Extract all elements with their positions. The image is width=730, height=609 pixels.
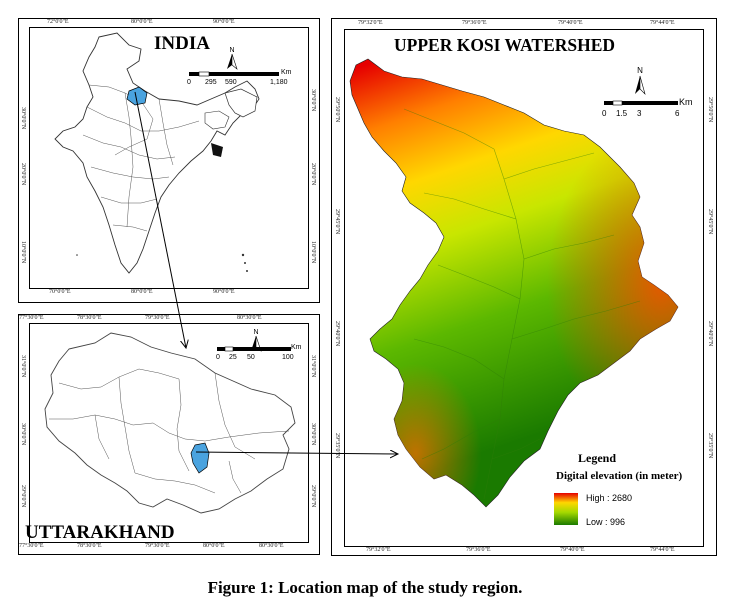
watershed-top-tick: 79°40'0"E xyxy=(558,20,583,26)
india-scale-label: 590 xyxy=(225,79,237,86)
uttarakhand-outline xyxy=(44,332,296,514)
uttarakhand-bottom-tick: 78°30'0"E xyxy=(77,543,102,549)
india-scale-label: 1,180 xyxy=(270,79,288,86)
watershed-north-arrow-icon: N xyxy=(635,66,646,96)
legend-title: Legend xyxy=(578,451,617,465)
watershed-bottom-tick: 79°32'0"E xyxy=(366,547,391,553)
uttarakhand-scale-unit: Km xyxy=(291,344,302,351)
india-map-frame xyxy=(29,27,309,289)
watershed-north-label: N xyxy=(637,66,643,75)
watershed-map-panel: UPPER KOSI WATERSHED 79°32'0"E 79°36'0"E… xyxy=(331,18,717,556)
india-north-label: N xyxy=(229,47,234,54)
watershed-bottom-tick: 79°44'0"E xyxy=(650,547,675,553)
uttarakhand-map-title: UTTARAKHAND xyxy=(25,522,175,543)
uttarakhand-bottom-tick: 80°30'0"E xyxy=(259,543,284,549)
uttarakhand-top-tick: 77°30'0"E xyxy=(19,315,44,321)
uttarakhand-map-frame xyxy=(29,323,309,543)
uttarakhand-bottom-tick: 79°30'0"E xyxy=(145,543,170,549)
uttarakhand-top-tick: 78°30'0"E xyxy=(77,315,102,321)
india-scale-label: 295 xyxy=(205,79,217,86)
watershed-bottom-tick: 79°40'0"E xyxy=(560,547,585,553)
watershed-top-tick: 79°32'0"E xyxy=(358,20,383,26)
uttarakhand-bottom-tick: 80°0'0"E xyxy=(203,543,225,549)
watershed-dem xyxy=(349,58,679,508)
uttarakhand-scale-label: 100 xyxy=(282,354,294,361)
uttarakhand-scale-bar xyxy=(217,346,291,352)
india-scale-unit: Km xyxy=(281,69,292,76)
watershed-scale-label: 0 xyxy=(602,109,607,118)
uttarakhand-scale-label: 50 xyxy=(247,354,255,361)
india-bottom-tick: 80°0'0"E xyxy=(131,289,153,295)
figure-caption: Figure 1: Location map of the study regi… xyxy=(207,578,523,597)
uttarakhand-top-tick: 79°30'0"E xyxy=(145,315,170,321)
legend-low-label: Low : 996 xyxy=(586,517,626,527)
india-top-tick: 80°0'0"E xyxy=(131,19,153,25)
uttarakhand-scale-label: 25 xyxy=(229,354,237,361)
india-top-tick: 72°0'0"E xyxy=(47,19,69,25)
watershed-scale-unit: Km xyxy=(679,97,693,107)
watershed-top-tick: 79°36'0"E xyxy=(462,20,487,26)
uttarakhand-top-tick: 80°30'0"E xyxy=(237,315,262,321)
legend-colorbar xyxy=(554,493,578,525)
uttarakhand-map-panel: UTTARAKHAND 77°30'0"E 78°30'0"E 79°30'0"… xyxy=(18,314,320,555)
watershed-scale-label: 1.5 xyxy=(616,109,628,118)
india-outline xyxy=(54,32,260,274)
watershed-map-title: UPPER KOSI WATERSHED xyxy=(394,35,616,55)
uttarakhand-bottom-tick: 77°30'0"E xyxy=(19,543,44,549)
watershed-scale-label: 3 xyxy=(637,109,642,118)
india-north-arrow-icon: N xyxy=(227,47,238,70)
watershed-top-tick: 79°44'0"E xyxy=(650,20,675,26)
india-top-tick: 90°0'0"E xyxy=(213,19,235,25)
watershed-bottom-tick: 79°36'0"E xyxy=(466,547,491,553)
uttarakhand-scale-label: 0 xyxy=(216,354,220,361)
india-scale-label: 0 xyxy=(187,79,191,86)
india-map-panel: INDIA 72°0'0"E 80°0'0"E 90°0'0"E 70°0'0"… xyxy=(18,18,320,303)
india-bottom-tick: 70°0'0"E xyxy=(49,289,71,295)
legend-high-label: High : 2680 xyxy=(586,493,633,503)
legend-subtitle: Digital elevation (in meter) xyxy=(556,470,683,482)
india-scale-bar xyxy=(189,71,279,77)
uttarakhand-north-label: N xyxy=(253,329,258,336)
watershed-map-frame xyxy=(344,29,704,547)
watershed-scale-label: 6 xyxy=(675,109,680,118)
india-bottom-tick: 90°0'0"E xyxy=(213,289,235,295)
watershed-scale-bar xyxy=(604,100,678,106)
india-map-title: INDIA xyxy=(154,33,210,54)
